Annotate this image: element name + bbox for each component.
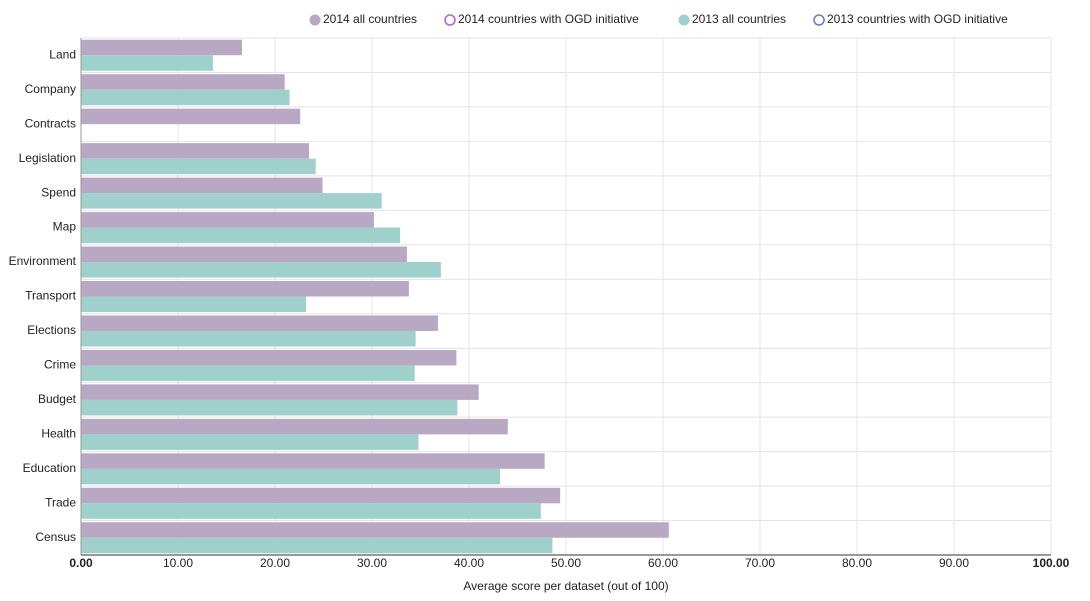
y-tick-label: Education	[23, 461, 76, 475]
bar	[81, 434, 419, 450]
x-tick-label: 60.00	[648, 556, 678, 570]
legend-marker	[678, 14, 690, 26]
x-tick-label: 20.00	[260, 556, 290, 570]
x-tick-label: 30.00	[357, 556, 387, 570]
bar	[81, 453, 545, 469]
bar	[81, 55, 213, 71]
bar	[81, 349, 457, 366]
x-tick-label: 70.00	[745, 556, 775, 570]
bar	[81, 246, 407, 263]
bar	[81, 143, 309, 159]
y-tick-label: Map	[53, 220, 77, 234]
bar	[81, 281, 409, 297]
bar	[81, 74, 285, 90]
y-tick-label: Contracts	[25, 116, 76, 130]
x-tick-label: 40.00	[454, 556, 484, 570]
bar	[81, 227, 401, 244]
y-tick-label: Health	[41, 427, 76, 441]
bar	[81, 330, 416, 347]
bar	[81, 487, 561, 504]
legend-marker	[444, 14, 456, 26]
y-tick-label: Environment	[9, 254, 77, 268]
legend-marker	[813, 14, 825, 26]
x-axis-label: Average score per dataset (out of 100)	[463, 579, 668, 593]
bar	[81, 39, 243, 56]
bar	[81, 262, 441, 278]
legend-label: 2014 countries with OGD initiative	[458, 12, 639, 26]
bar	[81, 296, 307, 312]
y-tick-label: Legislation	[19, 151, 76, 165]
bar	[81, 365, 415, 381]
x-tick-label: 80.00	[842, 556, 872, 570]
bar	[81, 158, 316, 175]
bar	[81, 177, 323, 194]
y-tick-label: Budget	[38, 392, 77, 406]
bar	[81, 503, 541, 519]
x-tick-label: 10.00	[163, 556, 193, 570]
x-tick-label: 100.00	[1033, 556, 1070, 570]
bar	[81, 108, 301, 125]
y-tick-label: Transport	[25, 289, 77, 303]
bar	[81, 418, 508, 435]
bar	[81, 384, 479, 400]
legend-label: 2013 countries with OGD initiative	[827, 12, 1008, 26]
y-tick-label: Trade	[45, 495, 76, 509]
y-tick-label: Census	[35, 530, 76, 544]
x-tick-label: 90.00	[939, 556, 969, 570]
bar	[81, 522, 669, 538]
y-tick-label: Spend	[41, 185, 76, 199]
y-tick-label: Elections	[27, 323, 76, 337]
bar	[81, 315, 438, 331]
bar	[81, 193, 382, 209]
bar	[81, 399, 458, 416]
bar	[81, 468, 501, 485]
y-tick-label: Company	[25, 82, 76, 96]
bar	[81, 212, 374, 228]
bar	[81, 537, 553, 554]
legend-label: 2013 all countries	[692, 12, 786, 26]
y-tick-label: Land	[49, 47, 76, 61]
bar	[81, 89, 290, 106]
y-tick-label: Crime	[44, 358, 76, 372]
x-tick-label: 0.00	[69, 556, 93, 570]
x-tick-label: 50.00	[551, 556, 581, 570]
legend-marker	[309, 14, 321, 26]
legend-label: 2014 all countries	[323, 12, 417, 26]
